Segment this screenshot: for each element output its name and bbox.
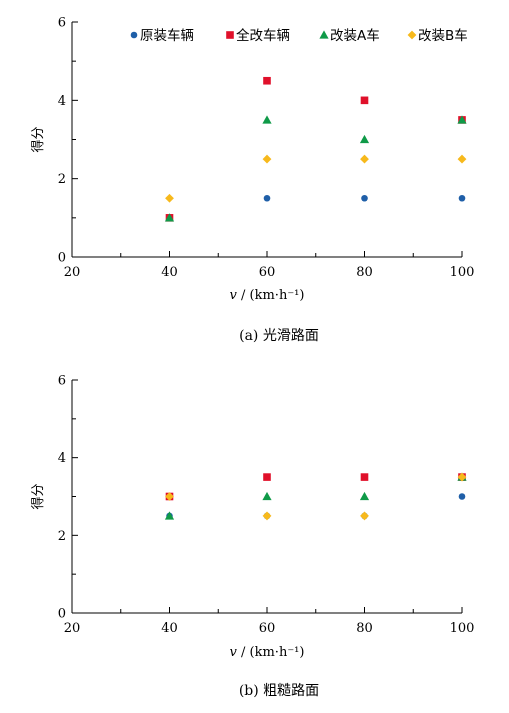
x-axis-label-variable: v: [230, 645, 238, 660]
x-axis-label: v / (km·h⁻¹): [230, 645, 305, 660]
x-tick-label: 20: [64, 621, 81, 636]
data-point: [457, 472, 467, 482]
data-point: [164, 511, 175, 520]
data-point: [263, 76, 271, 85]
x-tick-label: 40: [161, 265, 178, 280]
legend-marker: [130, 31, 138, 39]
data-point: [165, 193, 174, 203]
legend-label: 改装A车: [330, 27, 380, 44]
data-point: [360, 511, 369, 521]
x-tick-label: 100: [450, 621, 475, 636]
legend-marker: [407, 30, 417, 40]
legend-marker: [226, 31, 234, 39]
x-tick-label: 60: [259, 265, 276, 280]
y-tick-label: 0: [58, 607, 66, 622]
data-point: [262, 511, 272, 521]
chart-panel-a: 20 40 60 80 100 0 2 4 6 得分 v / (km·h⁻¹) (a) 光滑路面 原装车…: [30, 16, 474, 345]
data-point: [360, 96, 369, 105]
legend-label: 全改车辆: [236, 27, 290, 44]
chart-panel-b: 20 40 60 80 100 0 2 4 6 得分 v / (km·h⁻¹) (b) 粗糙路面: [30, 374, 474, 700]
data-point: [263, 473, 271, 481]
legend-label: 原装车辆: [140, 27, 194, 44]
x-tick-label: 100: [450, 265, 475, 280]
data-point: [458, 194, 466, 202]
data-point: [262, 154, 272, 164]
x-axis-label: v / (km·h⁻¹): [230, 288, 305, 303]
data-point: [164, 213, 175, 222]
x-tick-label: 80: [356, 265, 373, 280]
data-point: [263, 194, 271, 202]
y-tick-label: 6: [58, 374, 66, 389]
legend-label: 改装B车: [418, 27, 468, 44]
y-tick-label: 2: [58, 529, 66, 544]
x-tick-label: 60: [259, 621, 276, 636]
data-point: [360, 473, 369, 481]
y-axis-label: 得分: [30, 126, 46, 152]
y-tick-label: 2: [58, 172, 66, 187]
panel-caption: (a) 光滑路面: [239, 327, 319, 344]
data-point: [359, 491, 370, 501]
x-tick-label: 40: [161, 621, 178, 636]
data-point: [458, 493, 466, 500]
data-point: [262, 115, 272, 124]
data-point: [165, 492, 174, 501]
y-tick-label: 6: [58, 16, 66, 31]
x-axis-label-variable: v: [230, 288, 238, 303]
data-point: [262, 491, 272, 501]
legend: 原装车辆 全改车辆 改装A车 改装B车: [130, 27, 468, 44]
data-point: [359, 134, 370, 144]
data-point: [361, 194, 368, 202]
y-tick-label: 4: [58, 94, 66, 109]
y-tick-label: 0: [58, 251, 66, 266]
x-axis-label-unit: / (km·h⁻¹): [237, 288, 305, 303]
panel-caption: (b) 粗糙路面: [239, 683, 319, 699]
y-tick-label: 4: [58, 451, 66, 466]
data-point: [457, 154, 467, 164]
data-point: [457, 115, 467, 124]
x-tick-label: 20: [64, 265, 81, 280]
legend-marker: [319, 30, 329, 39]
y-axis-label: 得分: [30, 483, 46, 509]
x-axis-label-unit: / (km·h⁻¹): [237, 645, 305, 660]
x-tick-label: 80: [356, 621, 373, 636]
data-point: [360, 154, 369, 164]
